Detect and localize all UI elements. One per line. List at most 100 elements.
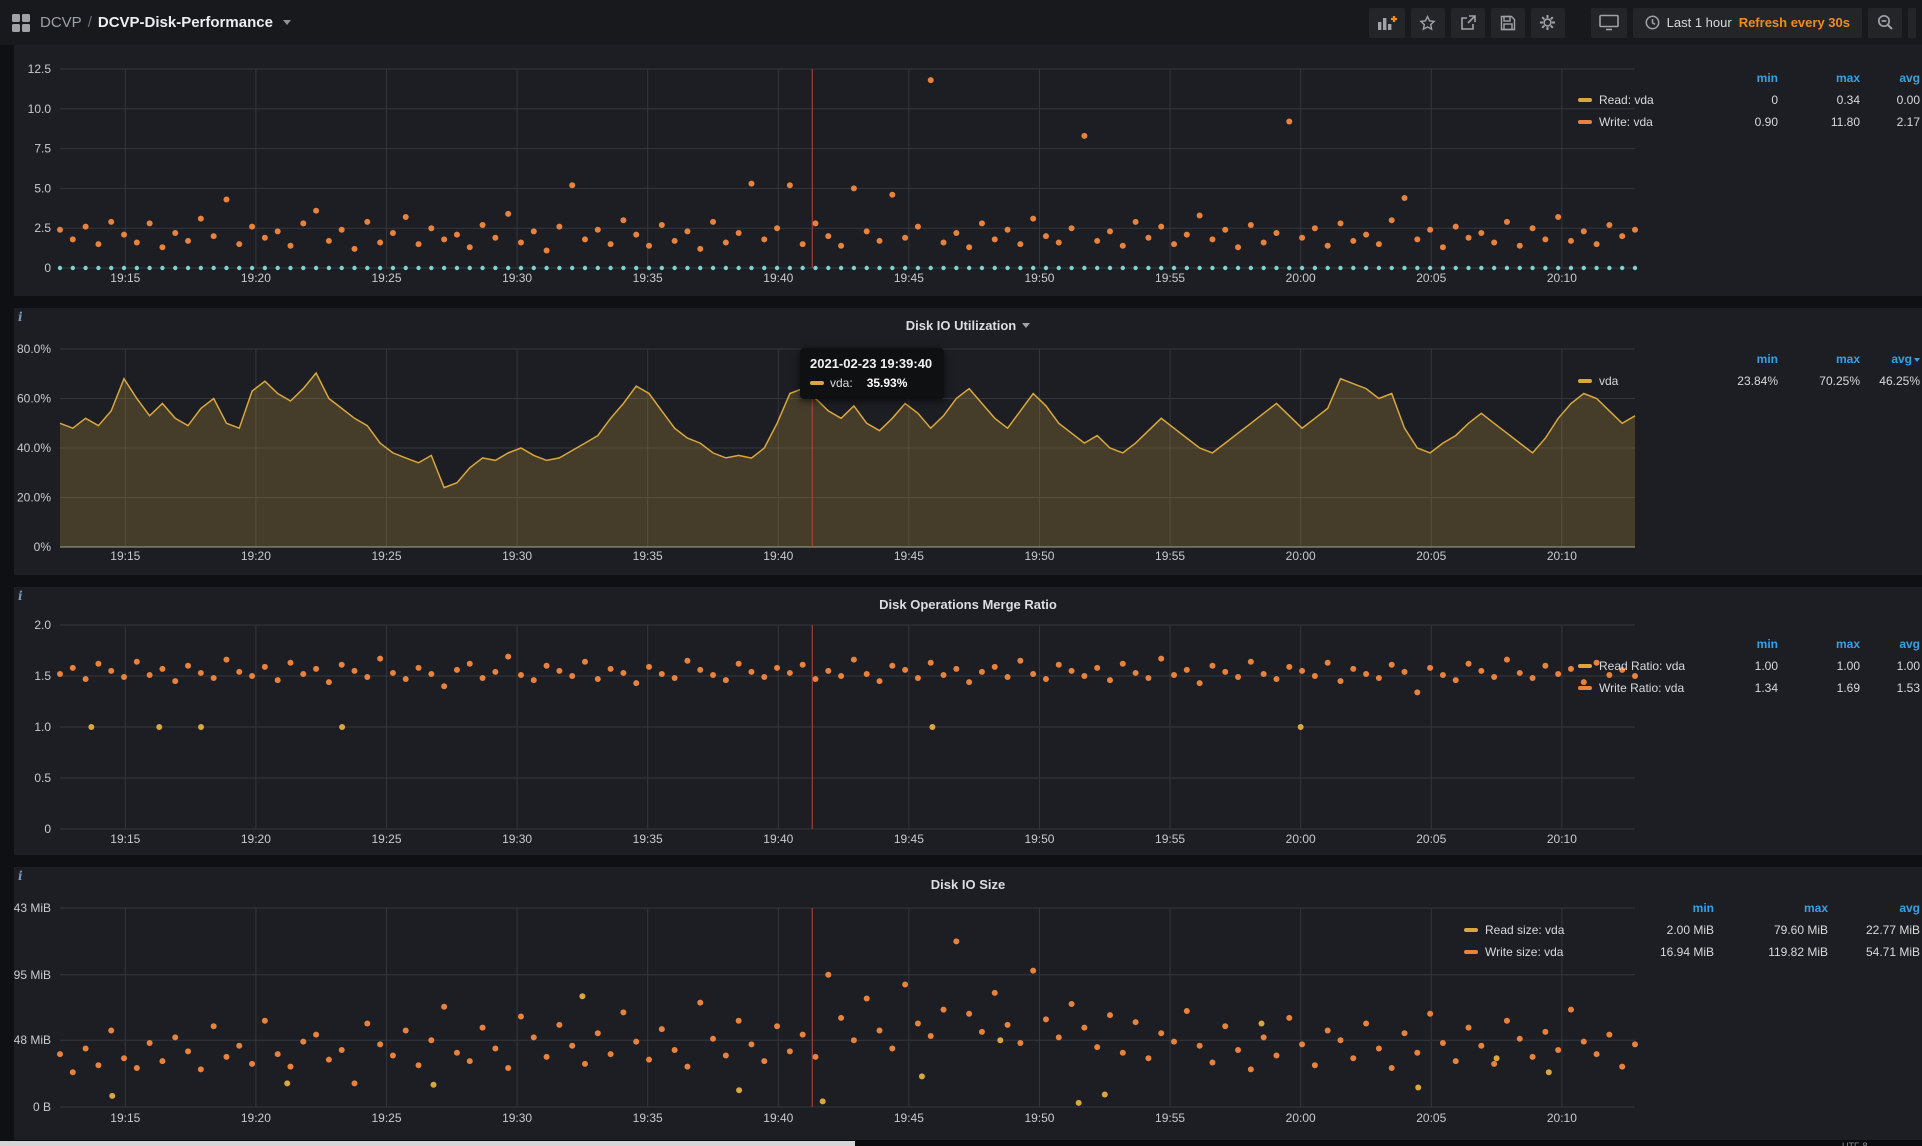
legend-series-label[interactable]: Read size: vda — [1464, 923, 1614, 937]
y-axis-tick: 143 MiB — [14, 901, 51, 915]
x-axis-tick: 19:30 — [502, 549, 532, 563]
legend-column-min[interactable]: min — [1692, 901, 1714, 915]
cycle-view-button[interactable] — [1590, 7, 1627, 38]
legend-column-min[interactable]: min — [1756, 71, 1778, 85]
legend-table: min max avg vda 23.84% 70.25% 46.25% — [1578, 348, 1920, 392]
legend-column-max[interactable]: max — [1835, 637, 1860, 651]
x-axis-tick: 19:20 — [241, 549, 271, 563]
series-swatch — [1578, 664, 1592, 668]
legend-avg-value: 22.77 MiB — [1865, 923, 1920, 937]
bar-chart-plus-icon — [1377, 15, 1397, 30]
legend-max-value: 1.00 — [1836, 659, 1860, 673]
y-axis-tick: 5.0 — [34, 181, 51, 195]
save-button[interactable] — [1490, 7, 1525, 38]
chevron-down-icon[interactable] — [282, 20, 291, 25]
horizontal-scrollbar[interactable]: UTF-8 — [0, 1140, 1922, 1146]
x-axis-tick: 19:15 — [110, 271, 140, 285]
legend-series-label[interactable]: Write: vda — [1578, 115, 1706, 129]
legend-max-value: 79.60 MiB — [1773, 923, 1828, 937]
star-button[interactable] — [1410, 7, 1445, 38]
y-axis-tick: 2.0 — [34, 618, 51, 632]
legend-column-min[interactable]: min — [1756, 637, 1778, 651]
legend-column-max[interactable]: max — [1835, 71, 1860, 85]
chevron-down-icon — [1022, 323, 1031, 328]
legend-column-min[interactable]: min — [1756, 352, 1778, 366]
panel-title[interactable]: Disk IO Size — [930, 877, 1006, 892]
legend-row: Write: vda 0.90 11.80 2.17 — [1578, 111, 1920, 133]
legend-series-label[interactable]: Write size: vda — [1464, 945, 1614, 959]
legend-table: min max avg Read: vda 0 0.34 0.00 Write: vda 0.9… — [1578, 67, 1920, 133]
x-axis-tick: 20:10 — [1547, 832, 1577, 846]
legend-avg-value: 2.17 — [1896, 115, 1920, 129]
tooltip-value: 35.93% — [866, 376, 908, 390]
dashboard-title[interactable]: DCVP-Disk-Performance — [97, 14, 273, 31]
x-axis-tick: 19:40 — [763, 1111, 793, 1125]
info-corner-icon[interactable]: i — [18, 589, 23, 603]
share-button[interactable] — [1450, 7, 1485, 38]
info-corner-icon[interactable]: i — [18, 869, 23, 883]
legend-max-value: 70.25% — [1819, 374, 1860, 388]
legend-header-row: min max avg — [1578, 348, 1920, 370]
legend-column-avg[interactable]: avg — [1899, 71, 1920, 85]
x-axis-tick: 19:50 — [1024, 1111, 1054, 1125]
star-icon — [1419, 14, 1436, 31]
legend-column-max[interactable]: max — [1803, 901, 1828, 915]
clock-icon — [1645, 15, 1660, 30]
zoom-out-button[interactable] — [1868, 7, 1902, 38]
x-axis-tick: 19:55 — [1155, 832, 1185, 846]
legend-column-avg[interactable]: avg — [1899, 901, 1920, 915]
tooltip-series-label: vda: — [830, 376, 853, 390]
timeseries-plot: 12.5 10.0 7.5 5.0 2.5 0 19:15 19:20 19:25 19:30 19… — [14, 45, 1922, 296]
dashboards-grid-icon[interactable] — [12, 13, 30, 32]
x-axis-tick: 20:05 — [1416, 549, 1446, 563]
sort-caret-icon — [1914, 358, 1920, 362]
legend-series-label[interactable]: Write Ratio: vda — [1578, 681, 1706, 695]
y-axis-tick: 0% — [34, 540, 52, 554]
x-axis-tick: 19:50 — [1024, 271, 1054, 285]
timeseries-plot: 2.0 1.5 1.0 0.5 0 19:15 19:20 19:25 19:30 19:35 19… — [14, 587, 1922, 855]
x-axis-tick: 19:35 — [633, 832, 663, 846]
legend-max-value: 119.82 MiB — [1768, 945, 1828, 959]
plot-area[interactable]: 2.0 1.5 1.0 0.5 0 19:15 19:20 19:25 19:30 19:35 19… — [14, 587, 1922, 855]
y-axis-tick: 0 — [44, 261, 51, 275]
legend-series-label[interactable]: Read: vda — [1578, 93, 1706, 107]
panel-title[interactable]: Disk IO Utilization — [14, 318, 1922, 333]
plot-area[interactable]: 12.5 10.0 7.5 5.0 2.5 0 19:15 19:20 19:25 19:30 19… — [14, 45, 1922, 296]
panel-title[interactable]: Disk Operations Merge Ratio — [879, 597, 1057, 612]
info-corner-icon[interactable]: i — [18, 310, 23, 324]
scrollbar-thumb[interactable] — [0, 1141, 855, 1146]
x-axis-tick: 20:05 — [1416, 832, 1446, 846]
legend-series-label[interactable]: vda — [1578, 374, 1706, 388]
tooltip-timestamp: 2021-02-23 19:39:40 — [810, 356, 933, 371]
legend-row: Read: vda 0 0.34 0.00 — [1578, 89, 1920, 111]
y-axis-tick: 7.5 — [34, 142, 51, 156]
y-axis-tick: 40.0% — [17, 441, 51, 455]
y-axis-tick: 20.0% — [17, 491, 51, 505]
x-axis-tick: 19:25 — [371, 832, 401, 846]
y-axis-tick: 80.0% — [17, 342, 51, 356]
x-axis-tick: 19:35 — [633, 549, 663, 563]
time-range-picker[interactable]: Last 1 hour Refresh every 30s — [1632, 7, 1862, 38]
legend-column-avg[interactable]: avg — [1860, 352, 1920, 366]
add-panel-button[interactable] — [1368, 7, 1405, 38]
legend-avg-value: 0.00 — [1896, 93, 1920, 107]
legend-series-label[interactable]: Read Ratio: vda — [1578, 659, 1706, 673]
series-swatch — [1578, 98, 1592, 102]
series-swatch — [1578, 686, 1592, 690]
legend-header-row: min max avg — [1578, 633, 1920, 655]
legend-column-max[interactable]: max — [1835, 352, 1860, 366]
clipped-edge-button[interactable] — [1908, 7, 1916, 38]
plot-area[interactable]: 80.0% 60.0% 40.0% 20.0% 0% 19:15 19:20 19:25 19:… — [14, 308, 1922, 575]
breadcrumb-folder[interactable]: DCVP — [40, 14, 82, 31]
legend-table: min max avg Read Ratio: vda 1.00 1.00 1.00 Writ… — [1578, 633, 1920, 699]
legend-row: Read size: vda 2.00 MiB 79.60 MiB 22.77 MiB — [1464, 919, 1920, 941]
legend-avg-value: 54.71 MiB — [1865, 945, 1920, 959]
settings-button[interactable] — [1530, 7, 1565, 38]
y-axis-tick: 1.5 — [34, 669, 51, 683]
x-axis-tick: 20:05 — [1416, 1111, 1446, 1125]
legend-column-avg[interactable]: avg — [1899, 637, 1920, 651]
x-axis-tick: 19:15 — [110, 1111, 140, 1125]
plot-area[interactable]: 143 MiB 95 MiB 48 MiB 0 B 19:15 19:20 19:25 19:… — [14, 867, 1922, 1146]
legend-min-value: 23.84% — [1737, 374, 1778, 388]
legend-max-value: 1.69 — [1836, 681, 1860, 695]
